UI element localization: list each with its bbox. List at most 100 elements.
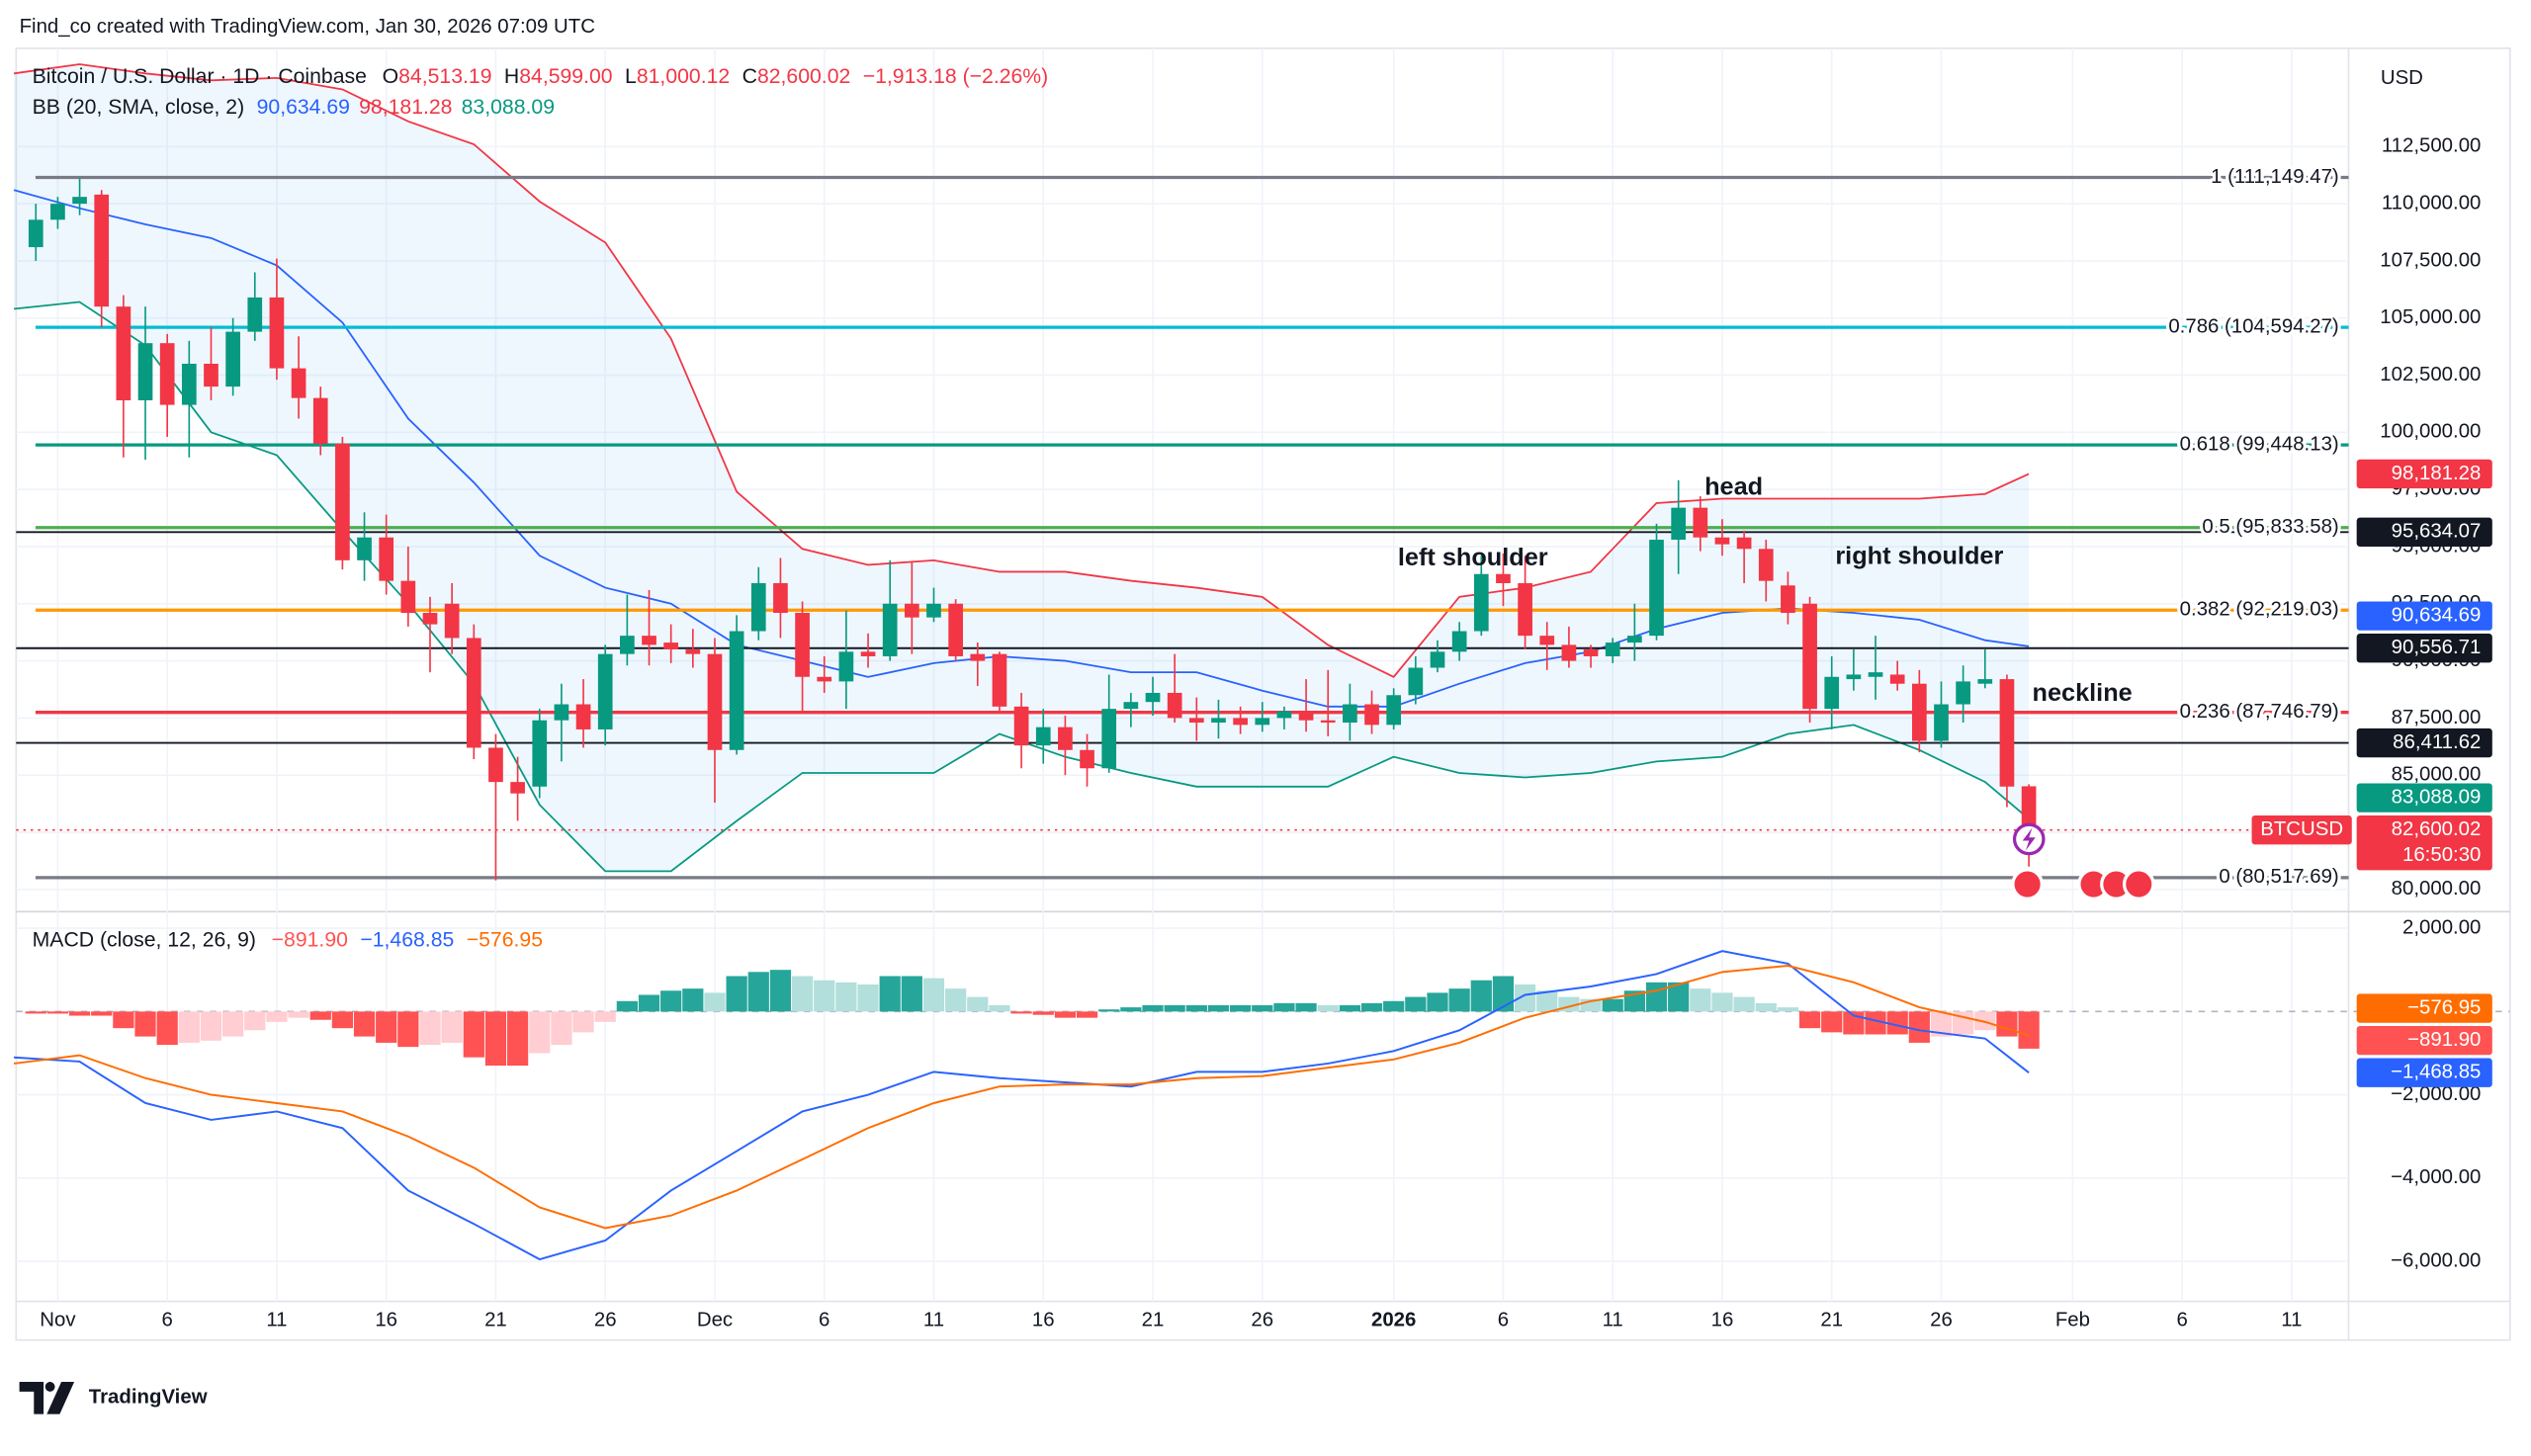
histogram-bar <box>1865 1011 1886 1035</box>
candle-body <box>137 343 153 400</box>
x-tick-label: 6 <box>2176 1310 2187 1331</box>
histogram-bar <box>1711 992 1733 1012</box>
histogram-bar <box>791 976 814 1012</box>
x-tick-label: 11 <box>1603 1310 1623 1331</box>
x-tick-label: 6 <box>1498 1310 1509 1331</box>
price-badge <box>2356 1025 2492 1056</box>
price-badge <box>2356 1058 2492 1087</box>
histogram-bar <box>463 1011 484 1058</box>
histogram-bar <box>1448 988 1470 1012</box>
x-tick-label: 21 <box>484 1310 507 1331</box>
histogram-bar <box>660 990 682 1012</box>
x-tick-label: 11 <box>923 1310 944 1331</box>
histogram-bar <box>814 980 835 1012</box>
histogram-bar <box>2018 1011 2040 1049</box>
fib-label: 0.5 (95,833.58) <box>2202 516 2338 538</box>
candle-body <box>181 363 197 405</box>
annotation: left shoulder <box>1398 544 1548 571</box>
candle-body <box>620 636 635 654</box>
histogram-bar <box>91 1011 113 1016</box>
histogram-bar <box>376 1011 397 1043</box>
candle-body <box>1539 636 1555 645</box>
candle-body <box>116 306 131 400</box>
histogram-bar <box>484 1011 507 1067</box>
histogram-bar <box>1733 996 1755 1012</box>
histogram-bar <box>1492 976 1515 1012</box>
histogram-bar <box>1032 1011 1054 1015</box>
candle-body <box>269 297 285 369</box>
histogram-bar <box>200 1011 222 1041</box>
histogram-bar <box>46 1011 69 1014</box>
y-tick-label: 110,000.00 <box>2382 193 2482 214</box>
legend-title: MACD (close, 12, 26, 9) <box>33 928 256 951</box>
candle-body <box>466 638 481 748</box>
candle-body <box>1605 642 1620 656</box>
histogram-bar <box>726 976 747 1012</box>
event-icon[interactable] <box>2122 868 2155 900</box>
annotation: head <box>1704 472 1763 500</box>
candle-body <box>597 653 613 729</box>
candle-body <box>860 651 876 656</box>
candle-body <box>488 747 503 783</box>
histogram-bar <box>857 984 879 1012</box>
candle-body <box>1343 704 1357 724</box>
x-tick-label: 11 <box>2281 1310 2302 1331</box>
candle-body <box>1649 540 1664 637</box>
histogram-bar <box>113 1011 134 1029</box>
histogram-bar <box>506 1011 529 1067</box>
bb-legend: BB (20, SMA, close, 2) 90,634.69 98,181.… <box>33 96 555 119</box>
price-badge-label: −576.95 <box>2407 996 2481 1018</box>
legend-value: 82,600.02 <box>757 65 850 88</box>
price-badge-label: −891.90 <box>2407 1029 2481 1051</box>
price-badge <box>2356 459 2492 489</box>
y-tick-label: 80,000.00 <box>2392 878 2482 899</box>
histogram-bar <box>1886 1011 1908 1035</box>
currency-label[interactable]: USD <box>2381 67 2423 89</box>
histogram-bar <box>1230 1005 1252 1012</box>
x-tick-label: Nov <box>40 1310 76 1331</box>
histogram-bar <box>1996 1011 2018 1037</box>
histogram-bar <box>551 1011 572 1046</box>
candle-body <box>1211 718 1226 724</box>
histogram-bar <box>1010 1011 1032 1014</box>
y-tick-label: −4,000.00 <box>2391 1166 2481 1188</box>
main-legend: Bitcoin / U.S. Dollar · 1D · Coinbase O8… <box>33 65 1049 88</box>
candle-body <box>1473 573 1489 632</box>
candle-body <box>1145 692 1161 703</box>
candle-body <box>1451 631 1467 652</box>
histogram-bar <box>1930 1011 1953 1037</box>
histogram-bar <box>288 1011 309 1018</box>
histogram-bar <box>1273 1002 1295 1012</box>
histogram-bar <box>331 1011 354 1029</box>
event-icon[interactable] <box>2011 868 2044 900</box>
candle-body <box>1934 704 1949 741</box>
legend-title: Bitcoin / U.S. Dollar · 1D · Coinbase <box>33 65 367 88</box>
x-tick-label: Dec <box>697 1310 733 1331</box>
histogram-bar <box>1054 1011 1077 1018</box>
axis-layer: Nov 6 11 16 21 26 Dec 6 11 16 21 26 2026 6 11 16 21 26 Feb… <box>40 135 2492 1331</box>
legend-value: 83,088.09 <box>462 96 555 119</box>
histogram-bar <box>1295 1002 1317 1012</box>
macd-line <box>13 950 2030 1261</box>
histogram-bar <box>1908 1011 1930 1043</box>
x-tick-label: Feb <box>2055 1310 2090 1331</box>
label-layer: 1 (111,149.47) 0.786 (104,594.27) 0.618 (9… <box>2165 163 2342 892</box>
histogram-bar <box>1252 1005 1273 1012</box>
candle-body <box>992 653 1007 707</box>
histogram-bar <box>1142 1005 1164 1012</box>
x-tick-label: 6 <box>819 1310 829 1331</box>
legend-key: H <box>504 65 519 88</box>
candle-body <box>1233 718 1248 726</box>
bb-line <box>13 63 2030 678</box>
histogram-bar <box>1076 1011 1098 1018</box>
candle-body <box>1167 692 1182 719</box>
candle-body <box>379 537 394 581</box>
legend-value: 84,599.00 <box>519 65 612 88</box>
histogram-bar <box>1185 1005 1207 1012</box>
candle-body <box>1101 709 1117 769</box>
histogram-bar <box>419 1011 441 1046</box>
candle-body <box>1496 573 1511 583</box>
histogram-bar <box>266 1011 288 1022</box>
candle-body <box>291 368 306 398</box>
